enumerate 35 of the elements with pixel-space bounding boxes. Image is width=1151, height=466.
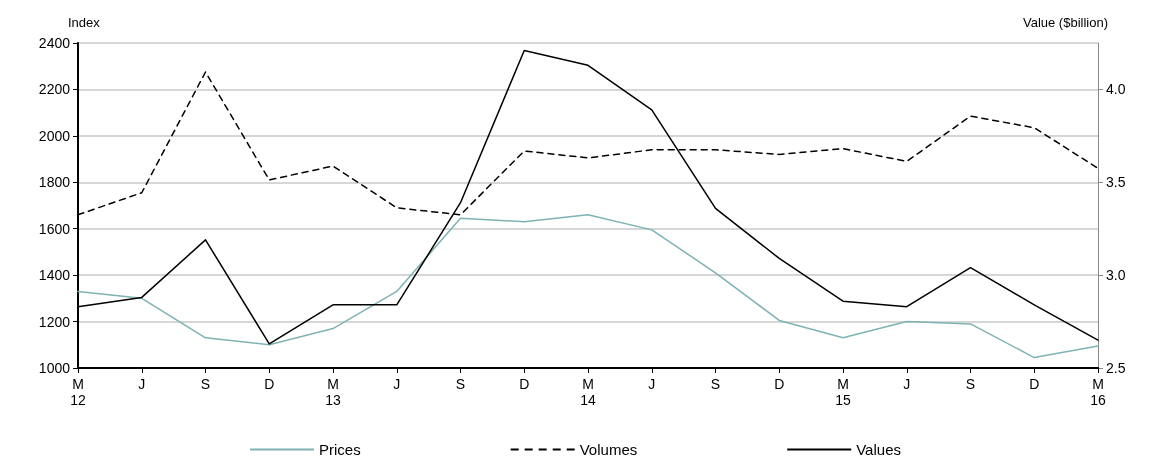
x-tick-label: J — [138, 376, 146, 392]
y-tick-label: 1200 — [38, 313, 71, 330]
x-tick-label: S — [455, 376, 466, 392]
y2-axis-title: Value ($billion) — [1022, 15, 1108, 30]
y-tick-label: 2400 — [38, 35, 71, 51]
legend-label: Volumes — [579, 441, 638, 458]
y-tick-label: 1600 — [38, 220, 71, 237]
x-tick-label: D — [264, 376, 275, 392]
y-tick-label: 2000 — [38, 127, 71, 144]
x-tick-label: S — [200, 376, 211, 392]
x-tick-label: J — [648, 376, 656, 392]
x-tick-label: D — [519, 376, 530, 392]
y-tick-label: 2200 — [38, 81, 71, 98]
x-tick-label: M 14 — [580, 376, 596, 408]
x-tick-label: S — [965, 376, 976, 392]
x-tick-label: M 16 — [1090, 376, 1106, 408]
y-tick-label: 1000 — [38, 360, 71, 376]
x-tick-label: D — [774, 376, 785, 392]
y2-tick-label: 4.0 — [1106, 81, 1126, 98]
y-axis-title: Index — [68, 15, 101, 30]
legend-label: Prices — [319, 441, 361, 458]
y2-tick-label: 3.0 — [1106, 267, 1126, 284]
x-tick-label: D — [1029, 376, 1040, 392]
legend-label: Values — [856, 441, 901, 458]
x-tick-label: J — [393, 376, 401, 392]
y-tick-label: 1800 — [38, 174, 71, 191]
line-series — [77, 214, 1099, 359]
x-tick-label: M 13 — [325, 376, 341, 408]
x-tick-label: M 12 — [70, 376, 86, 408]
y-tick-label: 1400 — [38, 267, 71, 284]
x-tick-label: M 15 — [835, 376, 851, 408]
x-tick-label: J — [903, 376, 911, 392]
y2-tick-label: 2.5 — [1106, 360, 1126, 376]
x-tick-label: S — [710, 376, 721, 392]
y2-tick-label: 3.5 — [1106, 174, 1126, 191]
